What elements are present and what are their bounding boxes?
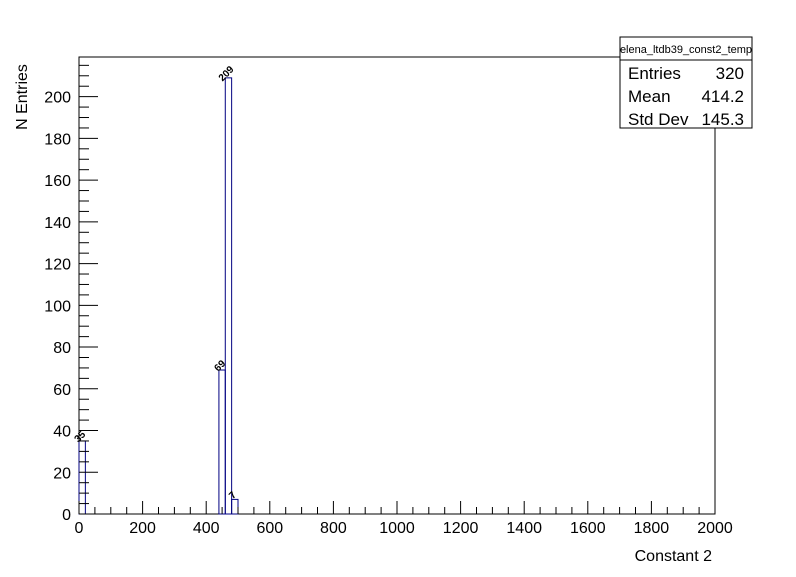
y-tick-label-1: 20 [53, 465, 71, 482]
y-tick-label-0: 0 [62, 507, 71, 524]
x-tick-label-6: 1200 [443, 520, 479, 537]
y-tick-label-10: 200 [44, 90, 71, 107]
stats-value-mean: 414.2 [701, 87, 744, 106]
stats-box-name: elena_ltdb39_const2_temp [620, 44, 752, 56]
x-tick-label-9: 1800 [634, 520, 670, 537]
stats-box: elena_ltdb39_const2_temp Entries 320 Mea… [619, 36, 753, 129]
stats-box-frame [619, 36, 753, 129]
histogram-bars [78, 77, 239, 515]
stats-label-entries: Entries [628, 64, 681, 83]
x-tick-label-5: 1000 [379, 520, 415, 537]
histogram-bar-2 [224, 77, 233, 515]
stats-label-std-dev: Std Dev [628, 110, 689, 129]
x-axis-title: Constant 2 [635, 548, 712, 565]
y-axis: 0 20 40 60 80 100 120 140 160 180 200 [44, 64, 98, 524]
stats-label-mean: Mean [628, 87, 671, 106]
x-tick-label-2: 400 [193, 520, 220, 537]
x-axis: 0 200 400 600 800 1000 1200 1400 1600 1800 2000 [75, 501, 733, 537]
y-tick-label-5: 100 [44, 298, 71, 315]
y-tick-label-9: 180 [44, 131, 71, 148]
x-tick-label-10: 2000 [697, 520, 733, 537]
x-tick-label-0: 0 [75, 520, 84, 537]
y-tick-label-3: 60 [53, 382, 71, 399]
x-tick-label-7: 1400 [506, 520, 542, 537]
histogram-bar-1 [218, 369, 226, 515]
bar-value-label-0: 35 [73, 429, 89, 445]
y-axis-title: N Entries [14, 64, 31, 130]
y-tick-label-4: 80 [53, 340, 71, 357]
x-tick-label-1: 200 [129, 520, 156, 537]
y-tick-label-2: 40 [53, 424, 71, 441]
stats-value-std-dev: 145.3 [701, 110, 744, 129]
histogram-bar-0 [78, 440, 86, 515]
x-tick-label-3: 600 [256, 520, 283, 537]
y-tick-label-8: 160 [44, 173, 71, 190]
stats-value-entries: 320 [716, 64, 744, 83]
y-tick-label-7: 140 [44, 215, 71, 232]
bar-value-label-1: 69 [213, 358, 229, 374]
x-tick-label-4: 800 [320, 520, 347, 537]
x-tick-label-8: 1600 [570, 520, 606, 537]
bar-value-label-2: 209 [217, 64, 237, 84]
histogram-bar-3 [231, 498, 239, 515]
y-tick-label-6: 120 [44, 257, 71, 274]
